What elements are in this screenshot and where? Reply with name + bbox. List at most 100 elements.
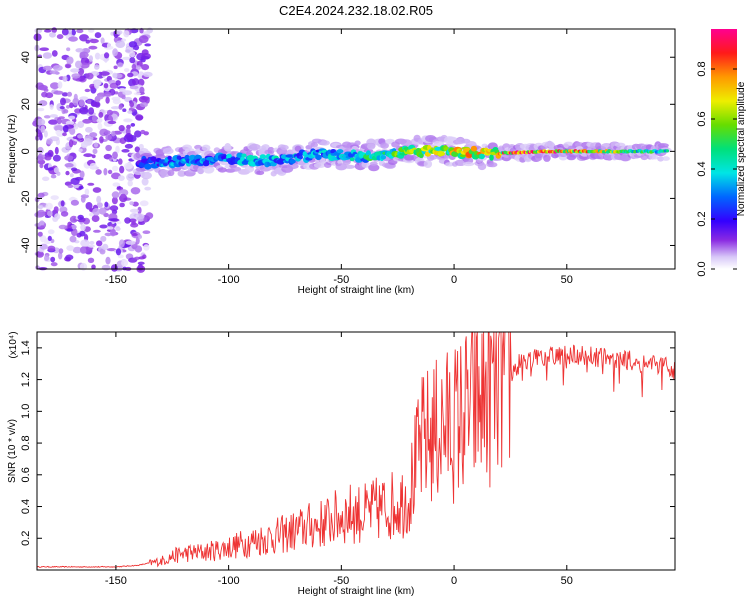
noise-blob xyxy=(66,228,74,232)
noise-blob xyxy=(103,83,109,89)
noise-blob xyxy=(65,258,71,262)
noise-blob xyxy=(60,200,65,207)
snr-series-line xyxy=(36,331,675,568)
noise-blob xyxy=(66,47,71,52)
noise-blob xyxy=(42,52,53,59)
signal-halo xyxy=(343,164,356,169)
noise-blob xyxy=(137,206,142,215)
noise-blob xyxy=(40,125,46,134)
noise-blob xyxy=(85,39,91,44)
noise-blob xyxy=(107,120,117,125)
heatmap-layer xyxy=(32,27,672,273)
noise-blob xyxy=(141,64,150,71)
noise-blob xyxy=(119,202,125,208)
noise-blob xyxy=(122,90,133,96)
noise-blob xyxy=(59,106,65,110)
noise-blob xyxy=(99,224,108,229)
noise-blob xyxy=(137,234,142,239)
noise-blob xyxy=(85,72,94,80)
noise-blob xyxy=(112,151,118,160)
noise-blob xyxy=(65,120,75,126)
noise-blob xyxy=(105,144,112,152)
noise-blob xyxy=(55,129,62,135)
noise-blob xyxy=(93,142,99,148)
noise-blob xyxy=(118,125,125,132)
spectrogram-ytick-label: -20 xyxy=(20,190,32,206)
noise-blob xyxy=(92,148,98,154)
snr-multiplier: (x10⁴) xyxy=(8,331,19,358)
noise-blob xyxy=(92,187,102,193)
noise-blob xyxy=(47,210,53,217)
noise-blob xyxy=(77,121,85,128)
noise-blob xyxy=(58,224,68,230)
noise-blob xyxy=(43,88,49,92)
noise-blob xyxy=(66,105,70,109)
noise-blob xyxy=(79,96,89,101)
noise-blob xyxy=(42,65,53,71)
noise-blob xyxy=(50,195,59,201)
snr-ytick-label: 0.2 xyxy=(20,531,32,546)
noise-blob xyxy=(62,75,68,82)
noise-blob xyxy=(60,211,69,217)
noise-blob xyxy=(115,248,122,256)
noise-blob xyxy=(38,100,48,107)
noise-blob xyxy=(39,243,48,250)
noise-blob xyxy=(97,122,103,131)
noise-blob xyxy=(89,240,95,245)
noise-blob xyxy=(39,47,49,51)
signal-halo xyxy=(223,143,232,152)
noise-blob xyxy=(100,37,105,44)
noise-blob xyxy=(125,132,133,140)
noise-blob xyxy=(67,91,72,97)
noise-blob xyxy=(85,126,93,133)
noise-blob xyxy=(87,244,95,248)
noise-blob xyxy=(80,141,88,149)
noise-blob xyxy=(128,174,134,178)
noise-blob xyxy=(50,82,60,90)
snr-panel: -150 -100 -50 0 50 0.2 0.4 0.6 0.8 1.0 1.2 1.4 Heig… xyxy=(7,331,676,597)
noise-blob xyxy=(111,96,121,101)
noise-blob xyxy=(65,170,70,176)
noise-blob xyxy=(75,48,84,53)
noise-blob xyxy=(33,33,42,41)
noise-blob xyxy=(36,132,42,137)
noise-blob xyxy=(139,200,149,207)
signal-halo xyxy=(433,140,445,147)
signal-blob xyxy=(437,151,445,157)
noise-blob xyxy=(129,101,135,108)
spectrogram-xtick-label: -50 xyxy=(333,274,349,286)
noise-blob xyxy=(56,34,64,40)
spectrogram-ytick-label: 20 xyxy=(20,98,32,110)
colorbar-axes: 0.0 0.2 0.4 0.6 0.8 xyxy=(696,61,737,277)
noise-blob xyxy=(61,28,69,36)
noise-blob xyxy=(69,102,74,109)
noise-blob xyxy=(79,170,85,179)
noise-blob xyxy=(82,118,92,124)
signal-halo xyxy=(445,162,455,167)
signal-halo xyxy=(141,171,153,180)
noise-blob xyxy=(68,115,76,120)
signal-halo xyxy=(368,164,380,172)
noise-blob xyxy=(124,68,130,73)
noise-blob xyxy=(77,214,84,220)
noise-blob xyxy=(36,250,44,258)
spectrogram-ylabel: Frequency (Hz) xyxy=(7,115,18,184)
signal-halo xyxy=(280,144,289,151)
noise-blob xyxy=(112,72,118,79)
noise-blob xyxy=(77,67,85,76)
colorbar-tick-label: 0.0 xyxy=(696,261,708,276)
signal-halo xyxy=(543,154,551,162)
noise-blob xyxy=(119,165,125,174)
noise-blob xyxy=(115,80,121,86)
noise-blob xyxy=(94,81,100,90)
noise-blob xyxy=(53,90,64,95)
noise-blob xyxy=(88,107,95,115)
noise-blob xyxy=(125,240,136,245)
spectrogram-xtick-label: 0 xyxy=(451,274,457,286)
noise-blob xyxy=(38,248,45,253)
signal-halo xyxy=(310,142,318,148)
noise-blob xyxy=(65,64,71,68)
signal-blob xyxy=(470,145,477,152)
signal-halo xyxy=(462,161,475,167)
